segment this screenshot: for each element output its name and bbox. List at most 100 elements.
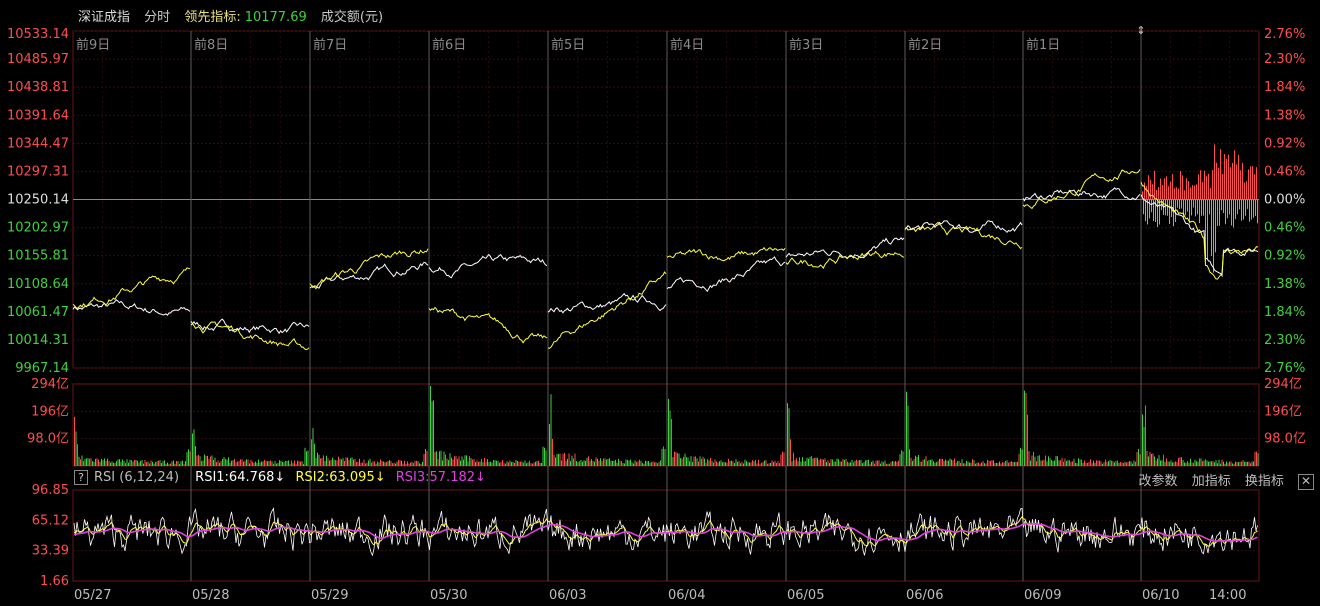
- volume-bar: [410, 462, 411, 466]
- today-down-bar: [1255, 199, 1256, 216]
- percent-tick-label: 0.92%: [1264, 249, 1305, 264]
- today-down-bar: [1203, 199, 1204, 216]
- volume-bar: [475, 462, 476, 466]
- price-tick-label: 10391.64: [7, 108, 69, 123]
- volume-bar: [383, 461, 384, 466]
- volume-bar: [484, 457, 485, 466]
- today-up-bar: [1250, 166, 1251, 200]
- volume-bar: [180, 461, 182, 466]
- volume-bar: [95, 458, 96, 466]
- volume-bar: [390, 461, 392, 466]
- volume-bar: [1020, 447, 1021, 466]
- volume-bar: [1088, 462, 1090, 466]
- volume-bar: [372, 461, 374, 466]
- price-line-yellow: [190, 320, 310, 351]
- volume-bar: [1096, 460, 1097, 466]
- today-up-bar: [1240, 170, 1241, 200]
- volume-bar: [201, 461, 202, 466]
- volume-bar: [937, 460, 939, 466]
- volume-bar: [788, 408, 790, 466]
- volume-bar: [1239, 461, 1241, 466]
- volume-bar: [1224, 463, 1226, 466]
- volume-bar: [910, 457, 912, 466]
- price-line-yellow: [72, 267, 191, 310]
- help-icon[interactable]: ?: [74, 470, 88, 485]
- volume-bar: [202, 460, 204, 466]
- volume-bar: [832, 459, 833, 466]
- volume-bar: [1070, 461, 1072, 466]
- volume-tick-label: 196亿: [31, 404, 69, 419]
- volume-bar: [899, 454, 901, 466]
- volume-bar: [270, 460, 271, 466]
- close-icon[interactable]: ✕: [1298, 474, 1314, 490]
- volume-bar: [1072, 461, 1073, 466]
- volume-bar: [574, 453, 576, 466]
- volume-bar: [1027, 414, 1028, 466]
- volume-bar: [449, 453, 451, 466]
- today-down-bar: [1167, 199, 1168, 216]
- volume-bar: [420, 464, 422, 466]
- volume-bar: [1054, 460, 1055, 466]
- index-name[interactable]: 深证成指: [78, 10, 131, 25]
- volume-bar: [1254, 451, 1256, 466]
- volume-bar: [250, 459, 252, 466]
- volume-bar: [243, 461, 244, 466]
- volume-bar: [681, 458, 683, 466]
- add-indicator-button[interactable]: 加指标: [1191, 474, 1231, 489]
- volume-bar: [80, 459, 81, 466]
- mode-label[interactable]: 分时: [144, 10, 171, 25]
- today-up-bar: [1228, 154, 1229, 200]
- change-params-button[interactable]: 改参数: [1138, 474, 1178, 489]
- volume-bar: [787, 403, 788, 466]
- volume-bar: [1175, 461, 1176, 466]
- today-down-bar: [1149, 199, 1150, 219]
- volume-bar: [300, 461, 301, 466]
- volume-bar: [1173, 462, 1175, 466]
- volume-bar: [104, 458, 105, 466]
- volume-bar: [451, 457, 452, 466]
- volume-bar: [1009, 461, 1011, 466]
- volume-bar: [699, 456, 701, 466]
- switch-indicator-button[interactable]: 换指标: [1244, 474, 1284, 489]
- date-label: 05/27: [74, 588, 111, 603]
- volume-bar: [279, 460, 280, 466]
- volume-bar: [1102, 463, 1103, 466]
- volume-bar: [467, 461, 469, 466]
- volume-bar: [655, 462, 657, 466]
- volume-bar: [235, 462, 237, 466]
- today-up-bar: [1194, 185, 1195, 200]
- volume-bar: [1142, 414, 1143, 466]
- volume-bar: [633, 463, 634, 466]
- volume-bar: [505, 463, 506, 466]
- volume-bar: [1129, 461, 1130, 466]
- volume-bar: [657, 463, 658, 466]
- volume-bar: [339, 458, 341, 466]
- volume-bar: [1163, 454, 1164, 466]
- volume-bar: [176, 461, 177, 466]
- volume-bar: [437, 459, 439, 466]
- volume-bar: [909, 449, 910, 466]
- volume-bar: [237, 461, 238, 466]
- volume-bar: [342, 458, 344, 466]
- today-down-bar: [1209, 199, 1210, 215]
- volume-bar: [234, 458, 235, 466]
- volume-bar: [1206, 460, 1208, 466]
- volume-bar: [720, 460, 722, 466]
- volume-bar: [141, 460, 143, 466]
- percent-tick-label: 2.76%: [1264, 361, 1305, 376]
- volume-bar: [120, 461, 122, 466]
- volume-bar: [851, 459, 853, 466]
- volume-bar: [268, 461, 270, 466]
- today-down-bar: [1179, 199, 1180, 209]
- volume-bar: [1233, 463, 1235, 466]
- volume-bar: [985, 463, 987, 466]
- volume-bar: [1187, 461, 1188, 466]
- today-down-bar: [1153, 199, 1154, 222]
- volume-bar: [645, 460, 646, 466]
- volume-bar: [255, 461, 256, 466]
- today-up-bar: [1144, 182, 1145, 200]
- volume-bar: [1085, 462, 1087, 466]
- volume-bar: [774, 460, 776, 466]
- cursor-marker-icon[interactable]: ⇕: [1136, 24, 1145, 37]
